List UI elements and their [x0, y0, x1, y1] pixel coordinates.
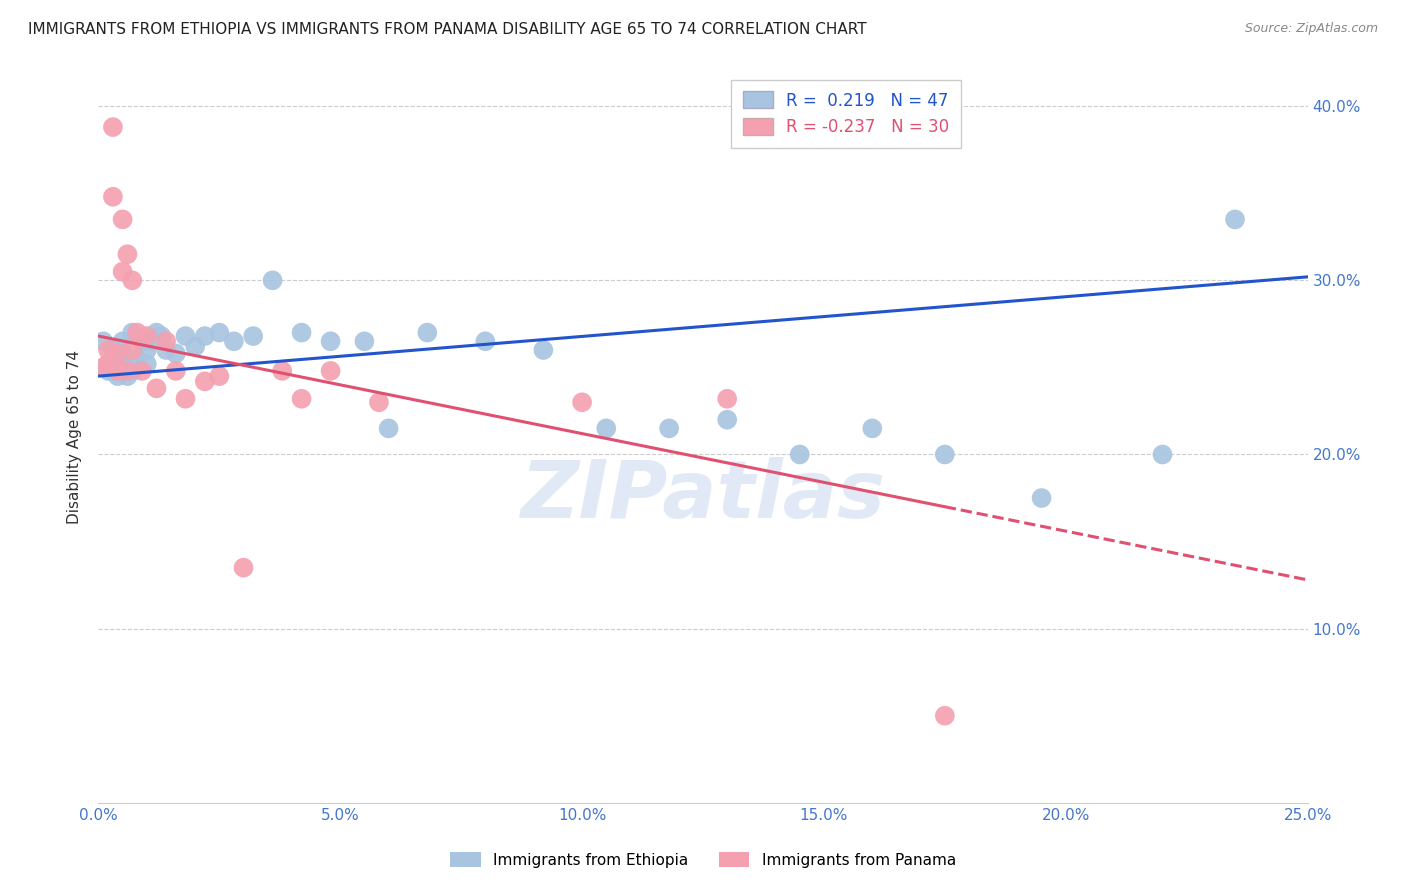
Point — [789, 448, 811, 462]
Point — [242, 329, 264, 343]
Point — [101, 120, 124, 134]
Point — [290, 392, 312, 406]
Point — [135, 357, 157, 371]
Point — [184, 339, 207, 353]
Point — [101, 343, 124, 357]
Point — [571, 395, 593, 409]
Point — [107, 364, 129, 378]
Point — [121, 273, 143, 287]
Point — [155, 334, 177, 349]
Point — [127, 357, 149, 371]
Point — [121, 326, 143, 340]
Point — [353, 334, 375, 349]
Point — [117, 364, 139, 378]
Point — [107, 369, 129, 384]
Point — [97, 357, 120, 371]
Legend: R =  0.219   N = 47, R = -0.237   N = 30: R = 0.219 N = 47, R = -0.237 N = 30 — [731, 79, 960, 148]
Point — [111, 346, 134, 360]
Point — [117, 247, 139, 261]
Point — [145, 326, 167, 340]
Point — [716, 412, 738, 426]
Point — [141, 334, 163, 349]
Point — [319, 364, 342, 378]
Point — [101, 364, 124, 378]
Point — [135, 343, 157, 357]
Point — [111, 265, 134, 279]
Point — [127, 351, 149, 366]
Point — [319, 334, 342, 349]
Point — [101, 190, 124, 204]
Point — [91, 334, 114, 349]
Point — [658, 421, 681, 435]
Point — [131, 364, 153, 378]
Y-axis label: Disability Age 65 to 74: Disability Age 65 to 74 — [67, 350, 83, 524]
Point — [416, 326, 439, 340]
Text: ZIPatlas: ZIPatlas — [520, 457, 886, 534]
Point — [1031, 491, 1053, 505]
Point — [131, 334, 153, 349]
Text: IMMIGRANTS FROM ETHIOPIA VS IMMIGRANTS FROM PANAMA DISABILITY AGE 65 TO 74 CORRE: IMMIGRANTS FROM ETHIOPIA VS IMMIGRANTS F… — [28, 22, 866, 37]
Point — [716, 392, 738, 406]
Point — [595, 421, 617, 435]
Point — [101, 360, 124, 375]
Point — [111, 334, 134, 349]
Point — [208, 326, 231, 340]
Point — [232, 560, 254, 574]
Point — [155, 343, 177, 357]
Point — [145, 381, 167, 395]
Point — [91, 360, 114, 375]
Point — [208, 369, 231, 384]
Point — [860, 421, 883, 435]
Point — [174, 392, 197, 406]
Point — [368, 395, 391, 409]
Legend: Immigrants from Ethiopia, Immigrants from Panama: Immigrants from Ethiopia, Immigrants fro… — [443, 844, 963, 875]
Point — [97, 357, 120, 371]
Point — [121, 364, 143, 378]
Point — [194, 375, 217, 389]
Point — [107, 351, 129, 366]
Point — [97, 364, 120, 378]
Point — [117, 369, 139, 384]
Point — [934, 708, 956, 723]
Point — [377, 421, 399, 435]
Point — [150, 329, 173, 343]
Point — [117, 360, 139, 375]
Point — [174, 329, 197, 343]
Point — [121, 343, 143, 357]
Text: Source: ZipAtlas.com: Source: ZipAtlas.com — [1244, 22, 1378, 36]
Point — [1223, 212, 1246, 227]
Point — [165, 346, 187, 360]
Point — [271, 364, 294, 378]
Point — [474, 334, 496, 349]
Point — [262, 273, 284, 287]
Point — [934, 448, 956, 462]
Point — [194, 329, 217, 343]
Point — [165, 364, 187, 378]
Point — [107, 346, 129, 360]
Point — [111, 212, 134, 227]
Point — [127, 326, 149, 340]
Point — [97, 343, 120, 357]
Point — [531, 343, 554, 357]
Point — [1152, 448, 1174, 462]
Point — [222, 334, 245, 349]
Point — [290, 326, 312, 340]
Point — [135, 329, 157, 343]
